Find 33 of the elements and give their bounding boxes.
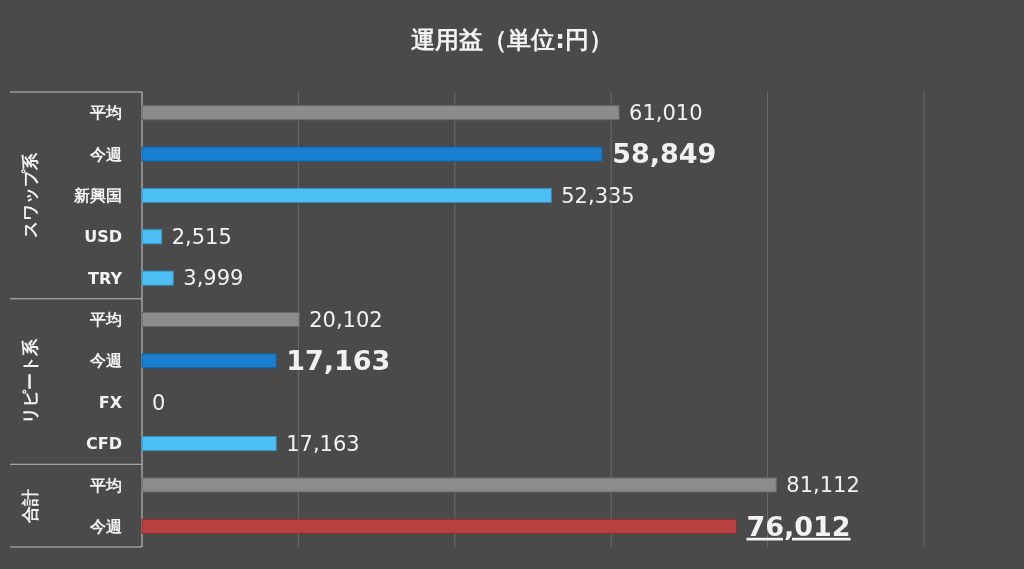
- y-tick-label: 今週: [89, 351, 123, 371]
- y-tick-label: CFD: [86, 434, 122, 454]
- text: スワップ系: [19, 151, 40, 238]
- data-label: 2,515: [171, 225, 232, 250]
- y-tick-label: 平均: [89, 103, 122, 123]
- y-tick-label: 今週: [89, 516, 123, 536]
- data-label: 61,010: [629, 101, 703, 126]
- bar: [141, 436, 277, 452]
- chart-title: 運用益（単位:円）: [411, 26, 613, 54]
- data-label: 0: [152, 390, 166, 415]
- data-label: 76,012: [746, 510, 851, 542]
- data-label: 52,335: [561, 183, 635, 208]
- data-label: 20,102: [309, 307, 383, 332]
- bar: [141, 353, 277, 369]
- bar: [141, 229, 163, 245]
- bar: [141, 187, 552, 203]
- text: 合計: [19, 488, 40, 524]
- y-tick-label: 平均: [89, 475, 122, 495]
- bar: [141, 270, 174, 286]
- text: リピート系: [19, 338, 40, 425]
- data-label: 81,112: [786, 473, 860, 498]
- y-tick-label: USD: [84, 227, 122, 247]
- y-tick-label: 今週: [89, 144, 123, 164]
- y-tick-label: FX: [98, 392, 123, 412]
- data-label: 17,163: [286, 345, 391, 377]
- data-label: 3,999: [183, 266, 244, 291]
- y-tick-label: 平均: [89, 310, 122, 330]
- y-tick-label: 新興国: [73, 186, 122, 206]
- bar: [141, 146, 603, 162]
- data-label: 58,849: [612, 138, 717, 170]
- y-tick-label: TRY: [88, 268, 123, 288]
- data-label: 17,163: [286, 431, 360, 456]
- bar: [141, 518, 737, 534]
